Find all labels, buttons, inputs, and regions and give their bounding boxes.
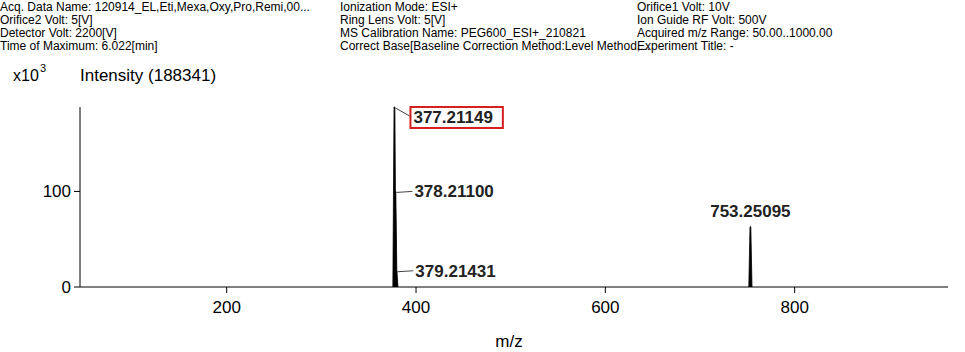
info-text: Acquired m/z Range: 50.00..1000.00 <box>637 26 833 40</box>
y-scale-base: x10 <box>13 67 39 84</box>
peak <box>395 271 398 287</box>
peak-label: 753.25095 <box>710 202 790 221</box>
info-text: Experiment Title: - <box>637 39 734 53</box>
label-leader <box>397 271 413 272</box>
chart: Acq. Data Name: 120914_EL,Eti,Mexa,Oxy,P… <box>0 0 965 352</box>
peak <box>393 107 396 287</box>
peak-label: 378.21100 <box>414 182 493 201</box>
info-text: Orifice1 Volt: 10V <box>637 0 730 14</box>
x-tick-label: 200 <box>213 298 241 317</box>
info-text: Ion Guide RF Volt: 500V <box>637 13 766 27</box>
label-leader <box>396 191 412 192</box>
info-text: Time of Maximum: 6.022[min] <box>0 39 158 53</box>
info-text: Correct Base[Baseline Correction Method:… <box>340 39 650 53</box>
x-tick-label: 800 <box>780 298 808 317</box>
peak-label: 377.21149 <box>413 108 492 127</box>
y-tick-label: 0 <box>62 278 71 297</box>
peak <box>394 191 397 287</box>
y-label: Intensity (188341) <box>80 66 216 85</box>
x-tick-label: 400 <box>402 298 430 317</box>
peak <box>749 227 752 287</box>
info-text: MS Calibration Name: PEG600_ESI+_210821 <box>340 26 586 40</box>
y-tick <box>74 287 80 288</box>
y-tick <box>74 191 80 192</box>
info-text: Acq. Data Name: 120914_EL,Eti,Mexa,Oxy,P… <box>0 0 310 14</box>
info-text: Ring Lens Volt: 5[V] <box>340 13 445 27</box>
label-highlight <box>410 107 502 128</box>
x-tick <box>794 287 795 293</box>
y-tick-label: 100 <box>43 182 71 201</box>
x-tick <box>605 287 606 293</box>
x-tick-label: 600 <box>591 298 619 317</box>
info-text: Ionization Mode: ESI+ <box>340 0 458 14</box>
peak-label: 379.21431 <box>415 262 495 281</box>
x-axis <box>80 287 948 288</box>
peaks <box>393 107 752 287</box>
x-tick <box>416 287 417 293</box>
label-leader <box>395 108 411 117</box>
y-axis <box>80 107 81 287</box>
y-scale-exponent: 3 <box>40 62 46 74</box>
x-label: m/z <box>495 332 522 351</box>
x-tick <box>226 287 227 293</box>
info-text: Orifice2 Volt: 5[V] <box>0 13 93 27</box>
info-text: Detector Volt: 2200[V] <box>0 26 117 40</box>
